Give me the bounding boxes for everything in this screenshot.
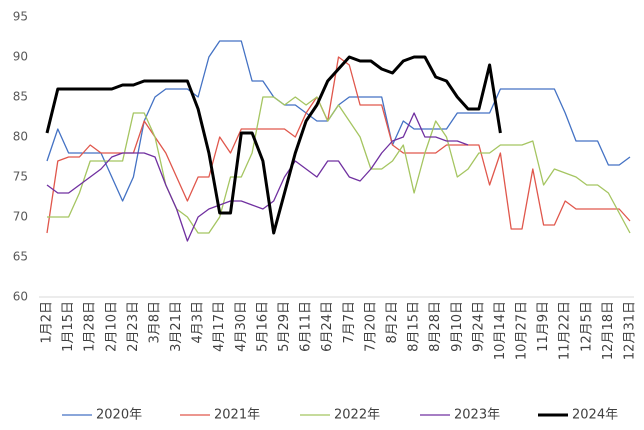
x-tick-label: 2月23日 [126, 301, 141, 352]
series-line [45, 55, 502, 235]
x-tick-label: 1月2日 [40, 301, 55, 344]
legend-label: 2022年 [334, 408, 380, 423]
x-tick-label: 8月15日 [407, 301, 422, 352]
x-tick-label: 12月31日 [623, 301, 638, 360]
x-tick-label: 1月28日 [83, 301, 98, 352]
legend-label: 2021年 [214, 408, 260, 423]
series-line [46, 40, 631, 202]
x-tick-label: 10月14日 [493, 301, 508, 360]
x-tick-label: 7月7日 [342, 301, 357, 344]
series-line [47, 96, 631, 234]
x-tick-label: 3月21日 [169, 301, 184, 352]
x-tick-label: 8月28日 [428, 301, 443, 352]
x-tick-label: 2月10日 [104, 301, 119, 352]
y-tick-label: 95 [13, 10, 28, 24]
series-line [46, 112, 469, 242]
x-tick-label: 11月9日 [536, 301, 551, 352]
x-tick-label: 4月3日 [191, 301, 206, 344]
x-tick-label: 3月8日 [147, 301, 162, 344]
x-tick-label: 9月10日 [450, 301, 465, 352]
x-tick-label: 5月16日 [255, 301, 270, 352]
y-tick-label: 85 [13, 90, 28, 104]
y-tick-label: 60 [13, 290, 28, 304]
x-tick-label: 6月11日 [299, 301, 314, 352]
x-tick-label: 8月2日 [385, 301, 400, 344]
x-tick-label: 4月30日 [234, 301, 249, 352]
y-tick-label: 70 [13, 210, 28, 224]
x-tick-label: 4月17日 [212, 301, 227, 352]
x-tick-label: 5月29日 [277, 301, 292, 352]
x-tick-label: 7月20日 [363, 301, 378, 352]
legend-label: 2024年 [572, 408, 618, 423]
y-tick-label: 65 [13, 250, 28, 264]
x-tick-label: 12月5日 [579, 301, 594, 352]
y-tick-label: 90 [13, 50, 28, 64]
x-tick-label: 9月24日 [471, 301, 486, 352]
x-tick-label: 1月15日 [61, 301, 76, 352]
series-line [46, 56, 631, 234]
y-tick-label: 80 [13, 130, 28, 144]
x-tick-label: 10月27日 [515, 301, 530, 360]
legend-label: 2020年 [96, 408, 142, 423]
legend-label: 2023年 [454, 408, 500, 423]
y-tick-label: 75 [13, 170, 28, 184]
x-tick-label: 12月18日 [601, 301, 616, 360]
x-tick-label: 6月24日 [320, 301, 335, 352]
x-tick-label: 11月22日 [558, 301, 573, 360]
